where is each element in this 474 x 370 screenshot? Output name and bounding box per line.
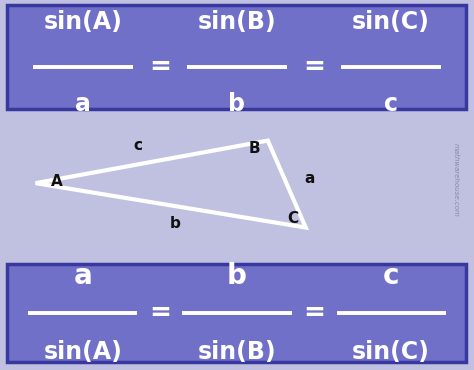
Text: a: a [73,262,92,290]
Text: a: a [304,171,315,186]
Text: =: = [303,300,325,326]
Text: =: = [149,54,171,80]
Text: sin(A): sin(A) [44,10,122,34]
Text: sin(A): sin(A) [44,340,122,364]
FancyBboxPatch shape [7,264,466,362]
Text: C: C [287,211,298,226]
Text: =: = [149,300,171,326]
FancyBboxPatch shape [7,5,466,109]
Text: mathwarehouse.com: mathwarehouse.com [453,142,459,216]
Text: b: b [170,216,181,231]
Text: c: c [384,92,398,115]
Text: c: c [383,262,399,290]
Text: =: = [303,54,325,80]
Text: a: a [75,92,91,115]
Text: sin(B): sin(B) [198,340,276,364]
Text: b: b [227,262,247,290]
Text: A: A [51,174,63,189]
Text: B: B [249,141,260,156]
Text: c: c [133,138,142,153]
Text: sin(C): sin(C) [352,340,430,364]
Text: sin(C): sin(C) [352,10,430,34]
Text: sin(B): sin(B) [198,10,276,34]
Text: b: b [228,92,246,115]
